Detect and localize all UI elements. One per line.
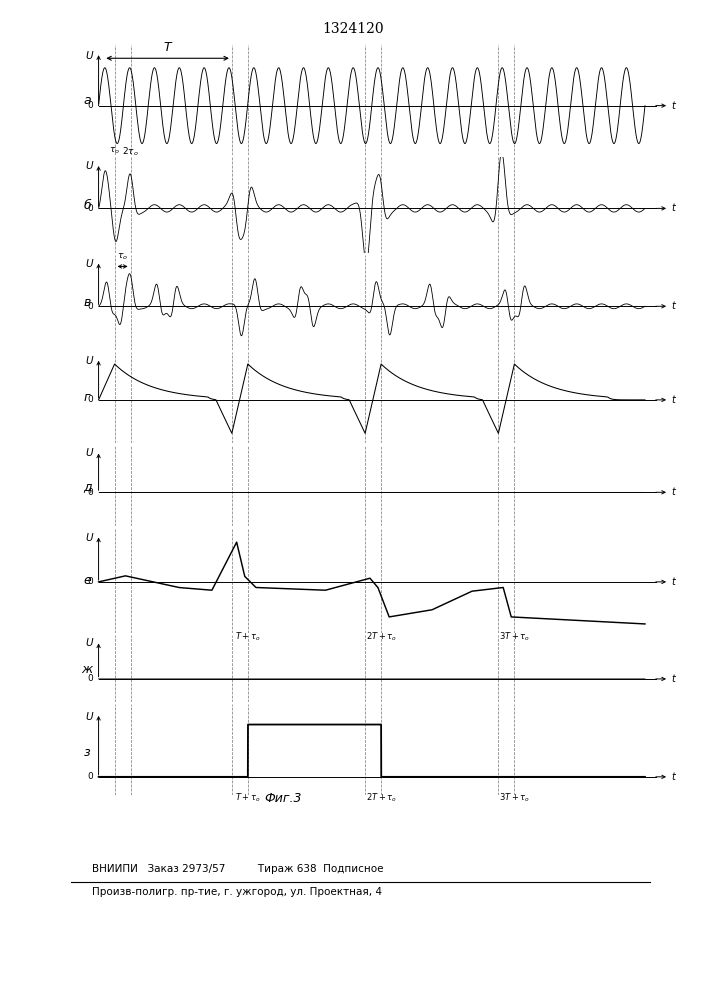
Text: в: в xyxy=(83,296,91,309)
Text: t: t xyxy=(672,203,675,213)
Text: $3T+\tau_o$: $3T+\tau_o$ xyxy=(499,631,530,643)
Text: t: t xyxy=(672,101,675,111)
Text: 0: 0 xyxy=(88,302,93,311)
Text: U: U xyxy=(86,533,93,543)
Text: ВНИИПИ   Заказ 2973/57          Тираж 638  Подписное: ВНИИПИ Заказ 2973/57 Тираж 638 Подписное xyxy=(92,864,383,874)
Text: д: д xyxy=(83,480,92,493)
Text: 0: 0 xyxy=(88,204,93,213)
Text: t: t xyxy=(672,487,675,497)
Text: 0: 0 xyxy=(88,772,93,781)
Text: $\tau_o$: $\tau_o$ xyxy=(109,145,120,156)
Text: $2T+\tau_o$: $2T+\tau_o$ xyxy=(366,791,397,804)
Text: б: б xyxy=(83,199,91,212)
Text: t: t xyxy=(672,577,675,587)
Text: г: г xyxy=(84,391,90,404)
Text: Произв-полигр. пр-тие, г. ужгород, ул. Проектная, 4: Произв-полигр. пр-тие, г. ужгород, ул. П… xyxy=(92,887,382,897)
Text: U: U xyxy=(86,712,93,722)
Text: t: t xyxy=(672,772,675,782)
Text: 0: 0 xyxy=(88,488,93,497)
Text: U: U xyxy=(86,638,93,648)
Text: е: е xyxy=(83,574,91,587)
Text: U: U xyxy=(86,51,93,61)
Text: 0: 0 xyxy=(88,101,93,110)
Text: U: U xyxy=(86,356,93,366)
Text: U: U xyxy=(86,259,93,269)
Text: $3T+\tau_o$: $3T+\tau_o$ xyxy=(499,791,530,804)
Text: з: з xyxy=(84,746,90,759)
Text: $2T+\tau_o$: $2T+\tau_o$ xyxy=(366,631,397,643)
Text: $\tau_o$: $\tau_o$ xyxy=(117,252,128,262)
Text: 0: 0 xyxy=(88,674,93,683)
Text: 1324120: 1324120 xyxy=(322,22,385,36)
Text: t: t xyxy=(672,674,675,684)
Text: $2\tau_o$: $2\tau_o$ xyxy=(122,145,139,158)
Text: t: t xyxy=(672,301,675,311)
Text: a: a xyxy=(83,94,91,107)
Text: $T+\tau_o$: $T+\tau_o$ xyxy=(235,791,261,804)
Text: ж: ж xyxy=(81,663,93,676)
Text: U: U xyxy=(86,448,93,458)
Text: $T+\tau_o$: $T+\tau_o$ xyxy=(235,631,261,643)
Text: t: t xyxy=(672,395,675,405)
Text: T: T xyxy=(164,41,171,54)
Text: 0: 0 xyxy=(88,577,93,586)
Text: 0: 0 xyxy=(88,395,93,404)
Text: Фиг.3: Фиг.3 xyxy=(264,792,302,805)
Text: U: U xyxy=(86,161,93,171)
